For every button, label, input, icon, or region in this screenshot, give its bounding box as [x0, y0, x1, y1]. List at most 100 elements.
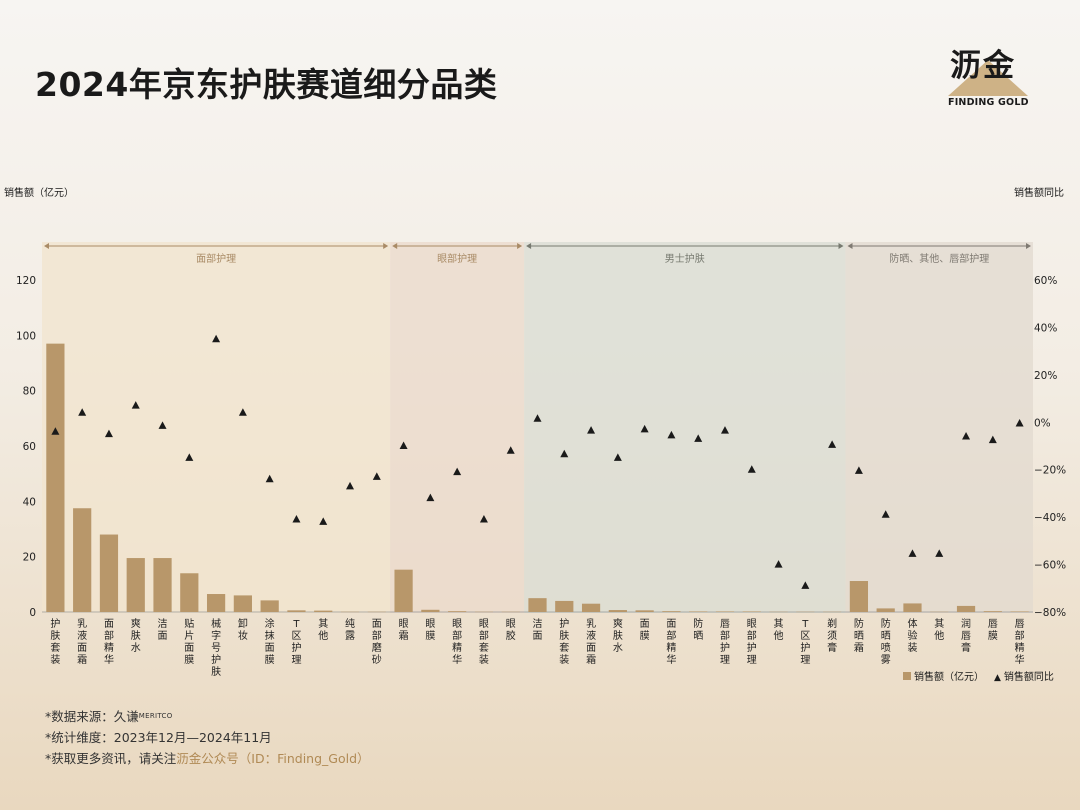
footer-more: *获取更多资讯，请关注沥金公众号（ID：Finding_Gold） [45, 748, 370, 769]
group-label-2: 男士护肤 [665, 252, 705, 265]
yoy-marker-23 [667, 430, 676, 439]
yoy-marker-4 [158, 421, 167, 429]
bar-36 [1010, 611, 1029, 612]
bar-21 [608, 610, 627, 612]
category-label-3: 爽肤水 [131, 618, 141, 654]
right-tick-label-3: −20% [1034, 465, 1066, 477]
group-arrow-right-0 [383, 243, 389, 249]
legend-marker-label: 销售额同比 [1003, 672, 1054, 683]
category-label-16: 眼部套装 [479, 618, 489, 666]
yoy-marker-9 [292, 515, 301, 523]
yoy-marker-15 [453, 467, 462, 476]
category-label-7: 卸妆 [238, 617, 248, 642]
bar-19 [555, 600, 574, 612]
footer-period: *统计维度：2023年12月—2024年11月 [45, 730, 272, 745]
source-text: *数据来源：久谦 [45, 709, 139, 724]
bar-34 [956, 605, 976, 612]
logo-en-text: FINDING GOLD [948, 97, 1029, 108]
group-band-0 [42, 242, 391, 613]
group-label-3: 防晒、其他、唇部护理 [889, 252, 989, 265]
yoy-marker-20 [587, 426, 596, 434]
yoy-marker-0 [51, 427, 60, 435]
yoy-marker-17 [506, 446, 515, 454]
category-label-8: 涂抹面膜 [265, 617, 275, 666]
yoy-marker-1 [78, 408, 87, 416]
category-label-1: 乳液面霜 [77, 617, 87, 666]
category-label-5: 贴片面膜 [184, 617, 194, 666]
category-label-35: 唇膜 [988, 618, 998, 642]
left-tick-label-5: 100 [16, 330, 36, 342]
left-tick-label-1: 20 [23, 552, 36, 564]
group-label-1: 眼部护理 [437, 252, 477, 265]
yoy-marker-29 [828, 440, 837, 448]
bar-scatter-chart: 面部护理 眼部护理 男士护肤 防晒、其他、唇部护理020406080100120−80… [16, 242, 1066, 678]
group-arrow-right-3 [1026, 243, 1031, 249]
right-tick-label-5: 20% [1034, 370, 1057, 382]
bar-26 [742, 611, 761, 612]
yoy-marker-18 [533, 414, 542, 422]
yoy-marker-28 [801, 581, 810, 589]
right-tick-label-6: 40% [1034, 322, 1057, 334]
bar-4 [153, 558, 172, 612]
bar-35 [983, 611, 1002, 612]
group-band-1 [390, 242, 525, 613]
group-arrow-left-3 [847, 243, 853, 249]
bar-9 [287, 610, 306, 612]
bar-7 [233, 595, 252, 612]
legend-bar-swatch [903, 672, 911, 680]
logo-cn-text: 沥金 [950, 48, 1016, 84]
category-label-32: 体验装 [907, 618, 917, 654]
mountain-icon [948, 60, 1028, 96]
source-sub-text: MERITCO [138, 712, 173, 720]
bar-20 [581, 603, 601, 612]
bar-25 [715, 611, 735, 612]
group-arrow-left-2 [526, 243, 532, 249]
left-tick-label-6: 120 [16, 275, 36, 287]
yoy-marker-33 [935, 549, 944, 557]
page-title: 2024年京东护肤赛道细分品类 [35, 65, 498, 104]
yoy-marker-30 [854, 466, 863, 474]
bar-2 [99, 534, 119, 612]
category-label-14: 眼膜 [425, 618, 435, 642]
yoy-marker-8 [265, 474, 274, 483]
yoy-marker-34 [962, 432, 971, 440]
yoy-marker-25 [720, 426, 729, 434]
bar-14 [421, 609, 440, 612]
yoy-marker-2 [104, 429, 113, 438]
category-label-26: 眼部护理 [747, 618, 757, 666]
bar-3 [126, 558, 145, 612]
right-tick-label-2: −40% [1034, 512, 1066, 524]
category-label-22: 面膜 [640, 619, 650, 642]
category-label-27: 其他 [774, 618, 784, 642]
category-label-4: 洁面 [158, 617, 168, 642]
group-label-0: 面部护理 [196, 252, 236, 265]
more-highlight-link[interactable]: 沥金公众号（ID：Finding_Gold） [176, 751, 370, 766]
category-label-36: 唇部精华 [1015, 618, 1025, 666]
yoy-marker-31 [881, 510, 890, 518]
triangle-icon: ▲ [994, 673, 1001, 683]
yoy-marker-10 [319, 517, 328, 525]
bar-8 [260, 600, 279, 612]
category-label-29: 剃须膏 [827, 618, 837, 654]
yoy-marker-6 [212, 334, 221, 343]
group-arrow-left-0 [44, 243, 49, 249]
category-label-28: T 区护理 [800, 619, 810, 666]
bar-18 [528, 598, 547, 612]
yoy-marker-36 [1015, 418, 1024, 427]
bar-5 [180, 573, 199, 612]
bar-13 [394, 569, 413, 612]
category-label-19: 护肤套装 [559, 617, 569, 666]
category-label-23: 面部精华 [666, 619, 676, 666]
yoy-marker-19 [560, 449, 569, 458]
right-tick-label-0: −80% [1034, 607, 1066, 619]
bar-10 [314, 610, 333, 612]
yoy-marker-13 [399, 441, 408, 449]
right-tick-label-1: −60% [1034, 560, 1066, 572]
footer-source: *数据来源：久谦MERITCO [45, 706, 370, 727]
category-label-12: 面部磨砂 [372, 619, 382, 666]
left-tick-label-3: 60 [23, 441, 36, 453]
bar-24 [689, 611, 708, 612]
category-label-2: 面部精华 [104, 619, 114, 666]
category-label-15: 眼部精华 [452, 618, 462, 666]
yoy-marker-7 [238, 408, 247, 416]
